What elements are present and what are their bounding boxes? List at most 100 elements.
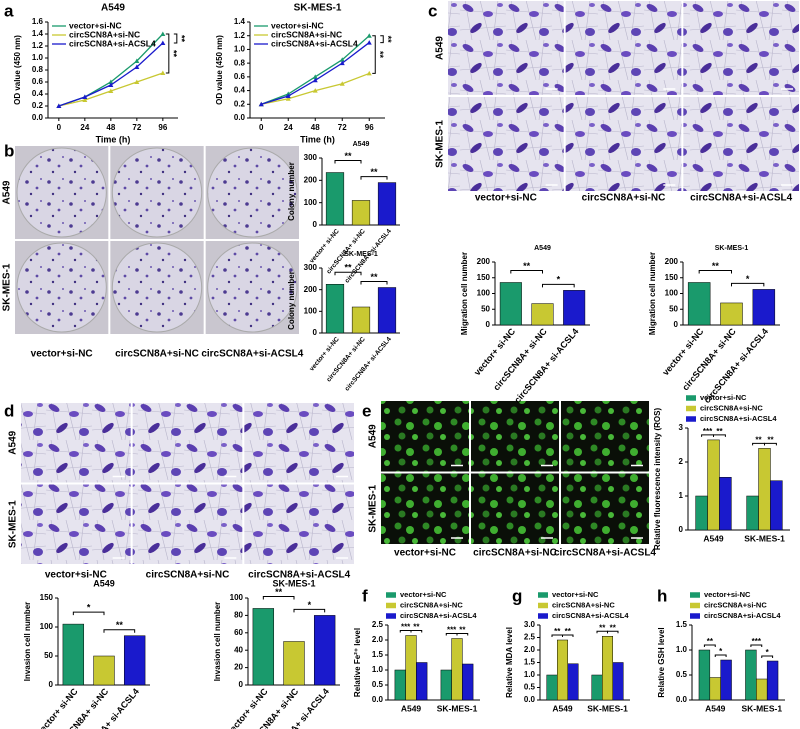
y-axis-label: Colony number bbox=[287, 271, 296, 330]
colony-dish bbox=[207, 242, 298, 333]
x-tick-label: 48 bbox=[311, 123, 320, 132]
y-tick-label: 0 bbox=[313, 328, 318, 337]
x-tick-label: circSCN8A+ si-ACSL4 bbox=[512, 326, 580, 405]
significance-bracket bbox=[262, 595, 295, 600]
y-tick-label: 200 bbox=[304, 175, 318, 184]
data-point bbox=[160, 31, 166, 36]
data-point bbox=[160, 40, 166, 45]
bar bbox=[394, 669, 406, 701]
y-tick-label: 2.0 bbox=[372, 635, 384, 644]
bar bbox=[709, 677, 721, 701]
significance-label: ** bbox=[707, 637, 714, 646]
bar bbox=[707, 439, 720, 531]
significance-label: ** bbox=[716, 427, 723, 436]
legend-swatch bbox=[538, 602, 548, 609]
bar bbox=[752, 289, 776, 326]
micrograph bbox=[244, 403, 354, 483]
significance-bracket bbox=[562, 634, 574, 637]
bar bbox=[758, 448, 771, 531]
significance-label: * bbox=[766, 648, 770, 657]
image-column-label: circSCN8A+si-NC bbox=[146, 570, 230, 581]
fluorescence-image bbox=[561, 401, 649, 472]
bar bbox=[770, 480, 783, 531]
y-axis-label: Relative GSH level bbox=[657, 627, 666, 697]
legend-label: circSCN8A+si-NC bbox=[552, 600, 615, 609]
data-point bbox=[56, 103, 62, 108]
bar bbox=[719, 477, 732, 531]
y-tick-label: 50 bbox=[669, 304, 678, 313]
y-tick-label: 1.0 bbox=[372, 665, 384, 674]
micrograph bbox=[132, 484, 243, 564]
data-point bbox=[82, 94, 88, 99]
y-tick-label: 100 bbox=[304, 306, 318, 315]
bar bbox=[451, 638, 463, 701]
significance-bracket bbox=[698, 269, 732, 274]
y-tick-label: 80 bbox=[234, 611, 243, 620]
significance-label: ** bbox=[176, 35, 186, 43]
y-axis-label: Migration cell number bbox=[460, 252, 469, 335]
x-tick-label: 0 bbox=[57, 123, 62, 132]
y-axis-label: OD value (450 nm) bbox=[13, 35, 22, 105]
panel-letter: b bbox=[4, 141, 14, 160]
data-point bbox=[82, 97, 88, 102]
x-tick-label: SK-MES-1 bbox=[587, 703, 628, 713]
x-tick-label: A549 bbox=[705, 703, 726, 713]
fluorescence-image bbox=[471, 401, 559, 472]
y-tick-label: 1 bbox=[679, 491, 684, 500]
bar bbox=[591, 674, 603, 701]
legend-label: circSCN8A+si-ACSL4 bbox=[69, 38, 156, 48]
legend-swatch bbox=[386, 602, 396, 609]
significance-bracket bbox=[761, 655, 774, 658]
y-tick-label: 0.0 bbox=[234, 113, 246, 122]
chart-title: A549 bbox=[353, 141, 370, 148]
x-tick-label: SK-MES-1 bbox=[744, 533, 785, 543]
y-tick-label: 0.6 bbox=[32, 77, 44, 86]
x-tick-label: SK-MES-1 bbox=[437, 703, 478, 713]
significance-bracket bbox=[731, 282, 765, 287]
y-tick-label: 1.4 bbox=[234, 17, 246, 26]
y-tick-label: 200 bbox=[477, 257, 491, 266]
significance-bracket bbox=[510, 269, 543, 274]
significance-label: *** bbox=[401, 623, 411, 632]
bar bbox=[687, 282, 711, 326]
panel-letter: g bbox=[512, 586, 522, 605]
significance-bracket bbox=[750, 644, 763, 647]
image-column-label: circSCN8A+si-ACSL4 bbox=[690, 193, 792, 204]
y-tick-label: 100 bbox=[304, 198, 318, 207]
legend-swatch bbox=[386, 592, 396, 598]
image-row-label: SK-MES-1 bbox=[368, 484, 379, 532]
legend-label: circSCN8A+si-NC bbox=[400, 600, 463, 609]
micrograph bbox=[448, 1, 564, 95]
micrograph bbox=[21, 484, 131, 564]
y-tick-label: 0.5 bbox=[524, 683, 536, 692]
significance-label: ** bbox=[370, 167, 378, 177]
colony-dish bbox=[16, 147, 107, 238]
significance-bracket bbox=[103, 629, 136, 633]
x-tick-label: 24 bbox=[284, 123, 293, 132]
panel-letter: c bbox=[428, 1, 437, 20]
x-tick-label: 96 bbox=[158, 123, 167, 132]
legend-swatch bbox=[686, 416, 696, 422]
micrograph bbox=[683, 1, 799, 95]
panel-letter: h bbox=[657, 586, 667, 605]
fluorescence-image bbox=[381, 473, 469, 544]
chart-title: A549 bbox=[101, 3, 125, 14]
image-row-label: SK-MES-1 bbox=[435, 120, 446, 168]
significance-label: ** bbox=[344, 263, 352, 273]
colony-dish bbox=[111, 147, 203, 238]
bar bbox=[756, 678, 768, 701]
micrograph bbox=[565, 1, 682, 95]
data-point bbox=[312, 77, 318, 83]
bar bbox=[462, 663, 474, 701]
y-tick-label: 0.5 bbox=[676, 670, 688, 679]
y-axis-label: Relative MDA level bbox=[505, 627, 514, 698]
bar bbox=[612, 662, 624, 701]
y-tick-label: 2 bbox=[679, 457, 684, 466]
legend-swatch bbox=[686, 405, 696, 412]
bar bbox=[325, 284, 345, 334]
y-tick-label: 150 bbox=[477, 273, 491, 282]
significance-bracket bbox=[410, 630, 423, 633]
legend-label: circSCN8A+si-NC bbox=[69, 29, 140, 39]
y-axis-label: Migration cell number bbox=[648, 252, 657, 335]
bar bbox=[531, 303, 554, 326]
